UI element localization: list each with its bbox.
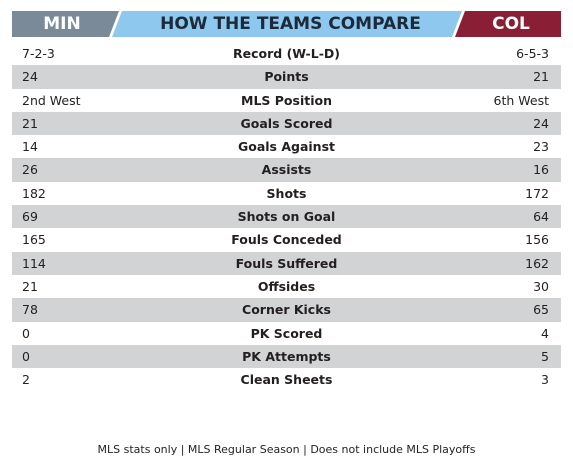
right-team-value: 23 xyxy=(533,139,549,155)
left-team-value: 78 xyxy=(22,302,38,318)
left-team-value: 7-2-3 xyxy=(22,46,55,61)
header-banner xyxy=(12,11,561,37)
comparison-header: MIN HOW THE TEAMS COMPARE COL xyxy=(12,11,561,37)
page-title: HOW THE TEAMS COMPARE xyxy=(160,14,421,34)
table-row: 114 Fouls Suffered 162 xyxy=(12,251,561,275)
left-team-value: 21 xyxy=(22,278,38,294)
left-team-value: 14 xyxy=(22,139,38,155)
table-row: 165 Fouls Conceded 156 xyxy=(12,228,561,251)
table-row: 26 Assists 16 xyxy=(12,158,561,182)
right-team-value: 172 xyxy=(525,185,549,201)
left-team-value: 165 xyxy=(22,232,46,248)
stat-label: MLS Position xyxy=(241,92,332,108)
stat-label: Offsides xyxy=(257,278,316,294)
table-row: 21 Goals Scored 24 xyxy=(12,111,561,136)
right-team-value: 65 xyxy=(533,302,549,318)
stat-label: Goals Scored xyxy=(240,115,333,131)
left-team-value: 182 xyxy=(22,185,46,201)
stat-label: PK Attempts xyxy=(242,348,331,364)
right-team-value: 4 xyxy=(541,325,549,341)
title-banner xyxy=(112,11,462,37)
stat-label: PK Scored xyxy=(250,325,323,341)
stats-table: 7-2-3 Record (W-L-D) 6-5-3 24 Points 21 … xyxy=(12,42,561,391)
right-team-value: 16 xyxy=(533,162,549,178)
right-team-value: 3 xyxy=(541,372,549,388)
right-team-value: 156 xyxy=(525,232,549,248)
left-team-value: 114 xyxy=(22,255,46,271)
stat-label: Shots on Goal xyxy=(237,209,336,225)
stat-label: Clean Sheets xyxy=(240,372,333,388)
right-team-name: COL xyxy=(492,14,530,34)
left-team-value: 2nd West xyxy=(22,92,81,108)
right-team-value: 24 xyxy=(533,115,549,131)
table-row: 0 PK Scored 4 xyxy=(12,322,561,345)
table-row: 2nd West MLS Position 6th West xyxy=(12,89,561,112)
stat-label: Shots xyxy=(266,185,307,201)
left-team-value: 0 xyxy=(22,348,30,364)
left-team-value: 0 xyxy=(22,325,30,341)
table-row: 182 Shots 172 xyxy=(12,182,561,205)
left-team-value: 21 xyxy=(22,115,38,131)
right-team-value: 5 xyxy=(541,348,549,364)
stat-label: Points xyxy=(264,69,309,85)
right-team-value: 6th West xyxy=(493,92,549,108)
right-team-value: 30 xyxy=(533,278,549,294)
table-row: 2 Clean Sheets 3 xyxy=(12,368,561,391)
right-team-value: 162 xyxy=(525,255,549,271)
table-row: 7-2-3 Record (W-L-D) 6-5-3 xyxy=(12,42,561,65)
table-row: 21 Offsides 30 xyxy=(12,275,561,298)
left-team-name: MIN xyxy=(43,14,81,34)
right-team-value: 64 xyxy=(533,209,549,225)
table-row: 0 PK Attempts 5 xyxy=(12,344,561,369)
left-team-value: 24 xyxy=(22,69,38,85)
stat-label: Record (W-L-D) xyxy=(233,46,340,61)
right-team-banner xyxy=(455,11,561,37)
left-team-value: 2 xyxy=(22,372,30,388)
left-team-value: 69 xyxy=(22,209,38,225)
stat-label: Goals Against xyxy=(237,139,335,155)
table-row: 24 Points 21 xyxy=(12,65,561,89)
table-row: 14 Goals Against 23 xyxy=(12,135,561,158)
stat-label: Fouls Suffered xyxy=(235,255,338,271)
stat-label: Corner Kicks xyxy=(242,302,331,318)
right-team-value: 21 xyxy=(533,69,549,85)
left-team-banner xyxy=(12,11,119,37)
table-row: 78 Corner Kicks 65 xyxy=(12,298,561,322)
stat-label: Fouls Conceded xyxy=(231,232,342,248)
stat-label: Assists xyxy=(261,162,312,178)
footer-note: MLS stats only | MLS Regular Season | Do… xyxy=(97,443,476,456)
left-team-value: 26 xyxy=(22,162,38,178)
right-team-value: 6-5-3 xyxy=(516,46,549,61)
table-row: 69 Shots on Goal 64 xyxy=(12,205,561,229)
